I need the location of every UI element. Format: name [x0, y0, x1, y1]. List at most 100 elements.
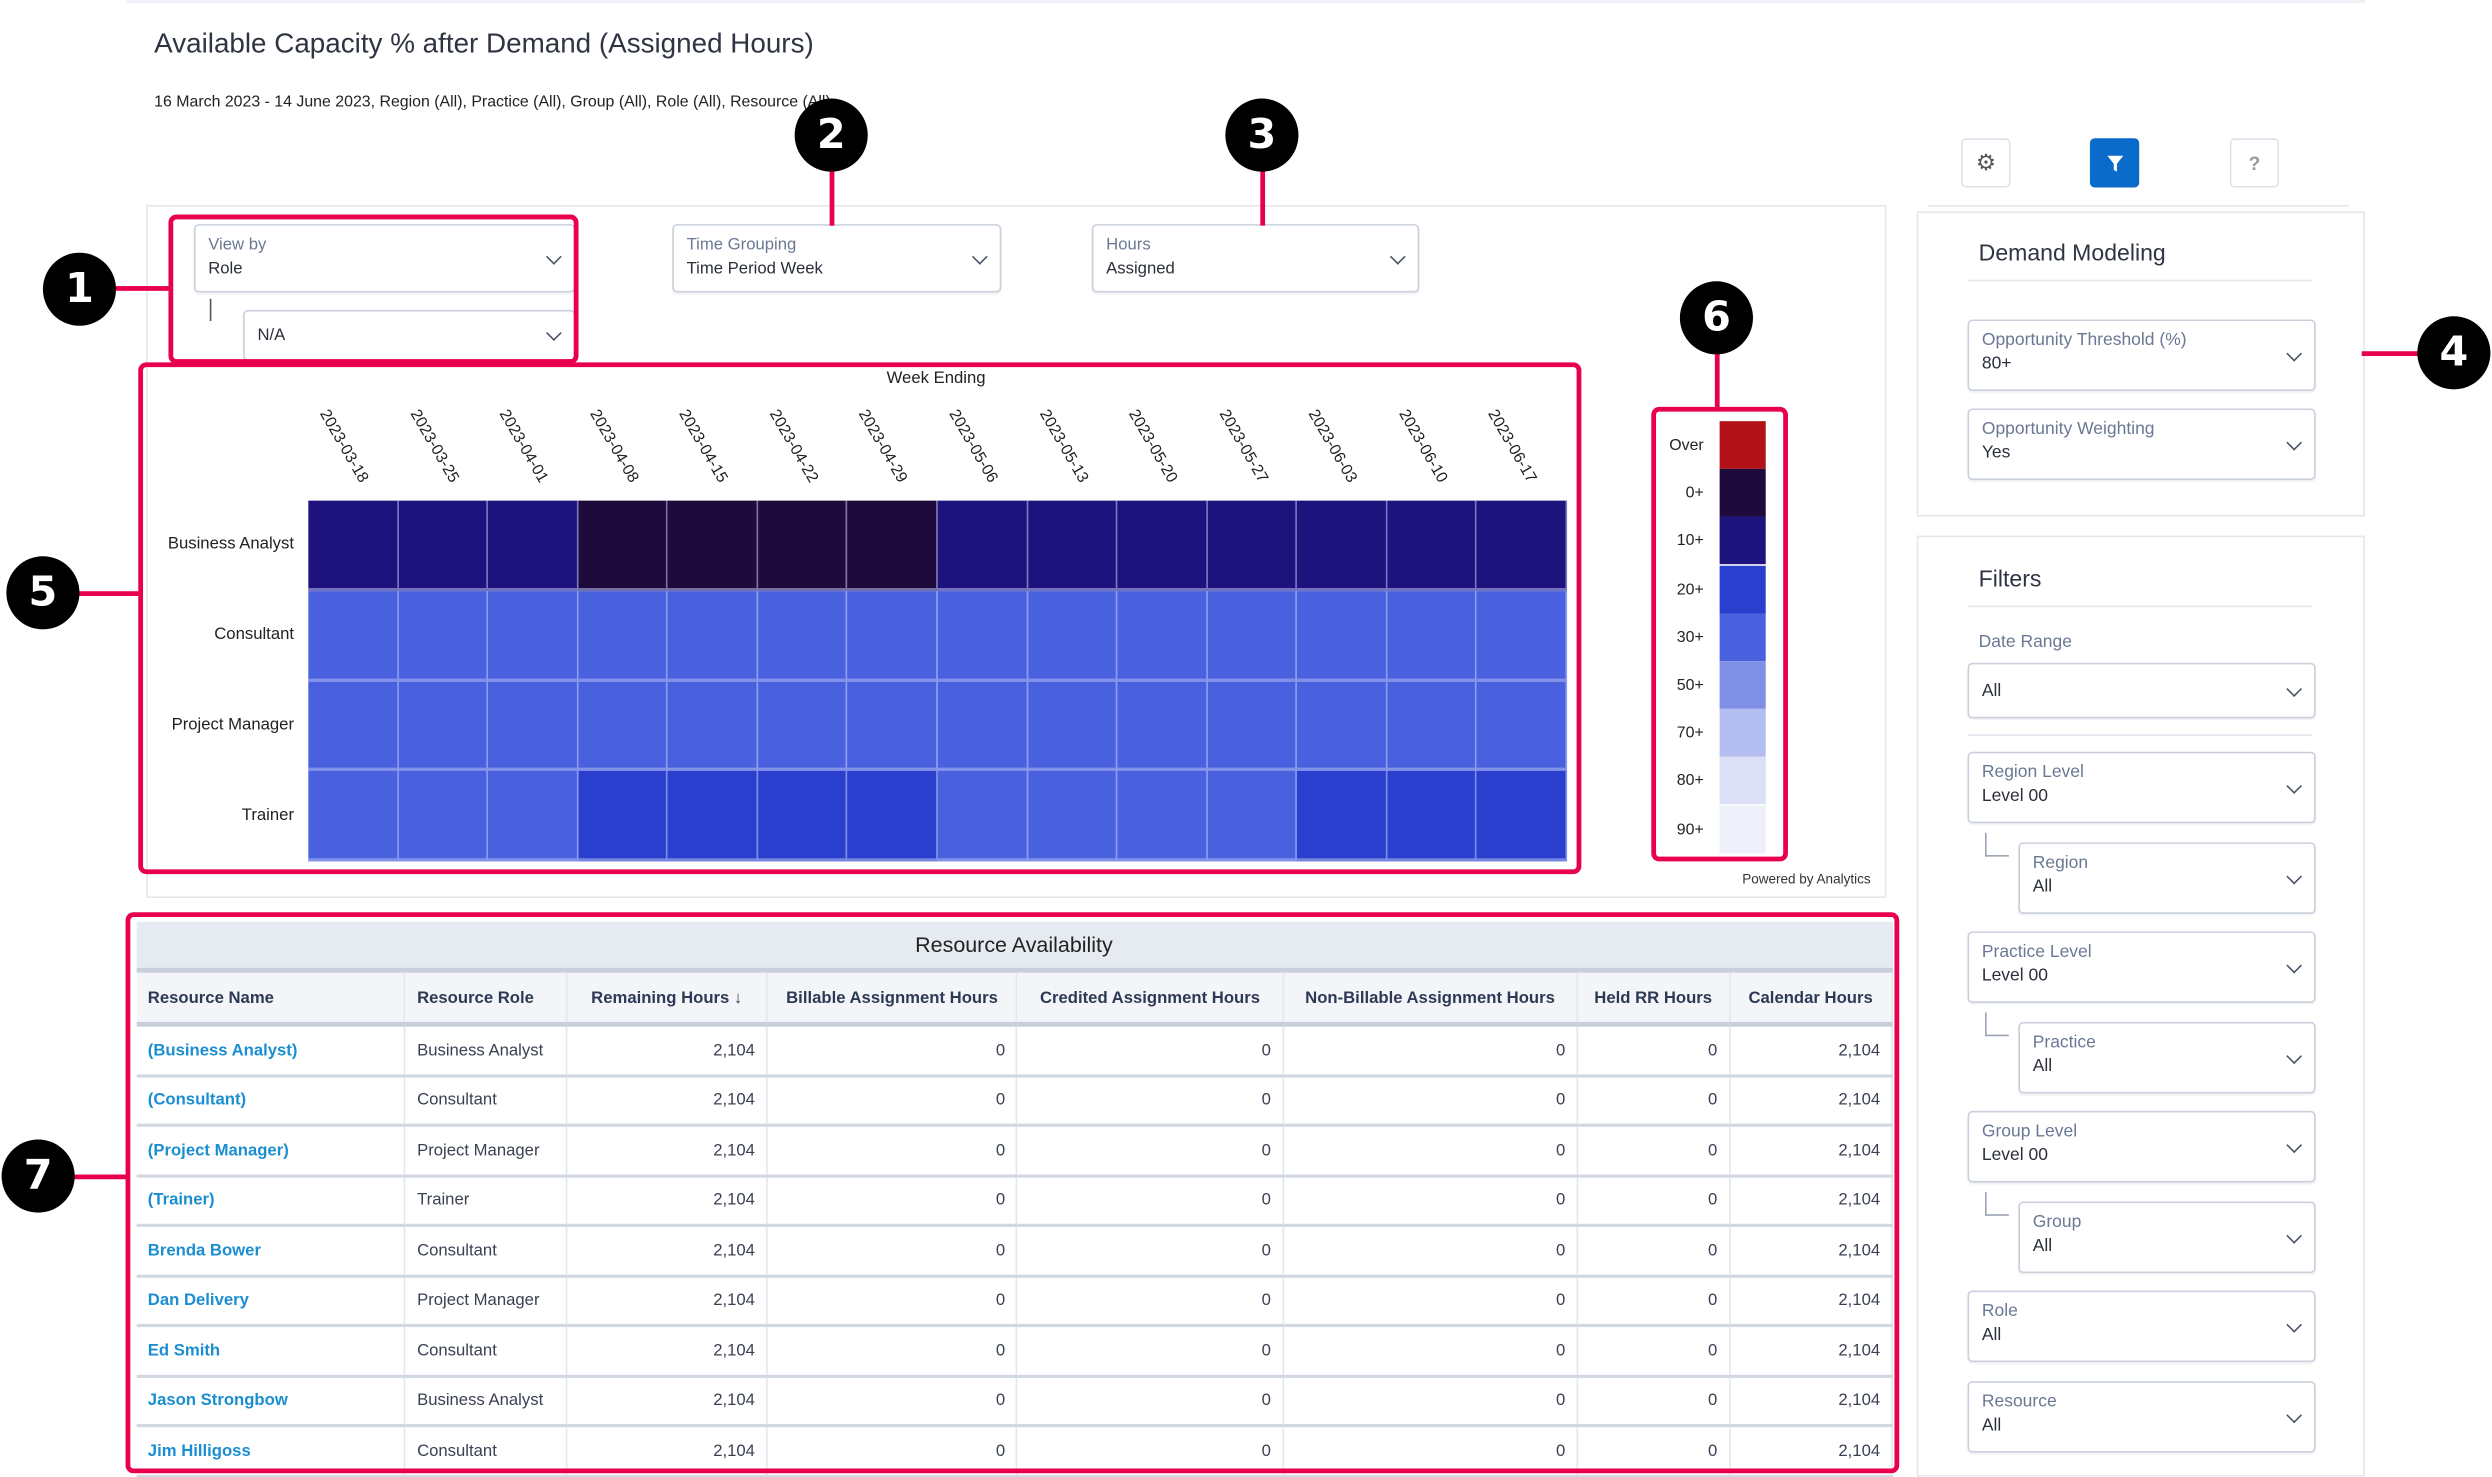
heatmap-cell[interactable] — [1387, 771, 1478, 862]
filter-role-dropdown[interactable]: Role All — [1967, 1290, 2316, 1363]
table-row: (Trainer) Trainer 2,104 0 0 0 0 2,104 — [136, 1175, 1893, 1227]
heatmap-cell[interactable] — [578, 771, 668, 862]
heatmap-cell[interactable] — [847, 681, 938, 772]
heatmap-cell[interactable] — [488, 590, 579, 682]
column-header[interactable]: Calendar Hours — [1729, 970, 1893, 1027]
resource-name-link[interactable]: (Trainer) — [136, 1175, 406, 1227]
heatmap-cell[interactable] — [1117, 681, 1208, 772]
heatmap-cell[interactable] — [667, 590, 758, 682]
column-header[interactable]: Non-Billable Assignment Hours — [1282, 970, 1579, 1027]
heatmap-cell[interactable] — [667, 500, 758, 591]
heatmap-cell[interactable] — [578, 590, 668, 682]
heatmap-cell[interactable] — [1027, 500, 1118, 591]
filter-practice-dropdown[interactable]: Practice All — [2018, 1021, 2316, 1094]
heatmap-cell[interactable] — [757, 771, 848, 862]
heatmap-cell[interactable] — [1387, 500, 1478, 591]
column-header[interactable]: Resource Role — [405, 970, 568, 1027]
heatmap-cell[interactable] — [757, 590, 848, 682]
hours-dropdown[interactable]: Hours Assigned — [1091, 224, 1420, 293]
resource-name-link[interactable]: Ed Smith — [136, 1325, 406, 1378]
column-header[interactable]: Resource Name — [136, 970, 406, 1027]
heatmap-cell[interactable] — [1477, 771, 1568, 862]
column-header[interactable]: Held RR Hours — [1577, 970, 1730, 1027]
callout-3: 3 — [1225, 98, 1299, 172]
heatmap-cell[interactable] — [1477, 590, 1568, 682]
heatmap-cell[interactable] — [1207, 771, 1298, 862]
heatmap-cell[interactable] — [488, 771, 579, 862]
heatmap-cell[interactable] — [1117, 771, 1208, 862]
callout-4: 4 — [2417, 316, 2491, 390]
heatmap-cell[interactable] — [398, 500, 489, 591]
time-grouping-dropdown[interactable]: Time Grouping Time Period Week — [672, 224, 1002, 293]
column-header[interactable]: Billable Assignment Hours — [766, 970, 1018, 1027]
filter-region-dropdown[interactable]: Region All — [2018, 842, 2316, 914]
resource-name-link[interactable]: (Business Analyst) — [136, 1024, 406, 1077]
heatmap-cell[interactable] — [308, 590, 399, 682]
resource-name-link[interactable]: (Consultant) — [136, 1075, 406, 1127]
heatmap-cell[interactable] — [1297, 590, 1388, 682]
resource-name-link[interactable]: Jason Strongbow — [136, 1375, 406, 1428]
heatmap-cell[interactable] — [1027, 590, 1118, 682]
heatmap-cell[interactable] — [1207, 590, 1298, 682]
heatmap-cell[interactable] — [488, 500, 579, 591]
heatmap-cell[interactable] — [847, 500, 938, 591]
time-grouping-label: Time Grouping — [686, 235, 797, 255]
heatmap-cell[interactable] — [667, 681, 758, 772]
filter-resource-dropdown[interactable]: Resource All — [1967, 1381, 2316, 1453]
heatmap-cell[interactable] — [1207, 500, 1298, 591]
resource-availability-table: Resource Availability Resource Name Resou… — [136, 921, 1893, 1477]
heatmap-cell[interactable] — [757, 681, 848, 772]
heatmap-cell[interactable] — [937, 590, 1028, 682]
heatmap-cell[interactable] — [757, 500, 848, 591]
heatmap-cell[interactable] — [398, 681, 489, 772]
heatmap-cell[interactable] — [937, 681, 1028, 772]
resource-name-link[interactable]: Dan Delivery — [136, 1275, 406, 1328]
heatmap-cell[interactable] — [578, 681, 668, 772]
view-by-sub-dropdown[interactable]: N/A — [243, 309, 576, 361]
heatmap-cell[interactable] — [1387, 681, 1478, 772]
heatmap-cell[interactable] — [667, 771, 758, 862]
heatmap-cell[interactable] — [398, 590, 489, 682]
heatmap-cell[interactable] — [1297, 771, 1388, 862]
heatmap-cell[interactable] — [308, 500, 399, 591]
date-range-dropdown[interactable]: All — [1967, 662, 2316, 719]
heatmap-cell[interactable] — [847, 590, 938, 682]
heatmap-cell[interactable] — [1477, 500, 1568, 591]
heatmap-cell[interactable] — [488, 681, 579, 772]
heatmap-cell[interactable] — [1477, 681, 1568, 772]
heatmap-cell[interactable] — [1387, 590, 1478, 682]
filter-group-dropdown[interactable]: Group All — [2018, 1201, 2316, 1274]
heatmap-cell[interactable] — [1297, 681, 1388, 772]
filter-button[interactable] — [2089, 138, 2140, 188]
heatmap-cell[interactable] — [1207, 681, 1298, 772]
help-button[interactable]: ? — [2229, 138, 2280, 188]
heatmap-cell[interactable] — [847, 771, 938, 862]
column-header[interactable]: Credited Assignment Hours — [1017, 970, 1284, 1027]
heatmap-cell[interactable] — [937, 500, 1028, 591]
table-cell: 2,104 — [566, 1275, 768, 1328]
table-cell: Consultant — [405, 1325, 568, 1378]
heatmap-cell[interactable] — [1027, 681, 1118, 772]
filter-group-level-dropdown[interactable]: Group Level Level 00 — [1967, 1110, 2316, 1183]
chevron-down-icon — [2286, 1227, 2303, 1243]
column-header[interactable]: Remaining Hours ↓ — [566, 970, 768, 1027]
heatmap-cell[interactable] — [937, 771, 1028, 862]
resource-name-link[interactable]: (Project Manager) — [136, 1125, 406, 1177]
heatmap-cell[interactable] — [1027, 771, 1118, 862]
resource-name-link[interactable]: Brenda Bower — [136, 1225, 406, 1277]
view-by-dropdown[interactable]: View by Role — [193, 224, 576, 293]
heatmap-cell[interactable] — [1297, 500, 1388, 591]
opportunity-weighting-dropdown[interactable]: Opportunity Weighting Yes — [1967, 408, 2316, 480]
filter-practice-level-dropdown[interactable]: Practice Level Level 00 — [1967, 931, 2316, 1003]
chevron-down-icon — [2286, 434, 2303, 450]
filter-region-level-dropdown[interactable]: Region Level Level 00 — [1967, 751, 2316, 824]
opportunity-threshold-dropdown[interactable]: Opportunity Threshold (%) 80+ — [1967, 319, 2316, 391]
resource-name-link[interactable]: Jim Hilligoss — [136, 1425, 406, 1477]
heatmap-cell[interactable] — [578, 500, 668, 591]
heatmap-cell[interactable] — [1117, 590, 1208, 682]
heatmap-cell[interactable] — [398, 771, 489, 862]
heatmap-cell[interactable] — [1117, 500, 1208, 591]
settings-button[interactable]: ⚙ — [1961, 138, 2011, 188]
heatmap-cell[interactable] — [308, 771, 399, 862]
heatmap-cell[interactable] — [308, 681, 399, 772]
